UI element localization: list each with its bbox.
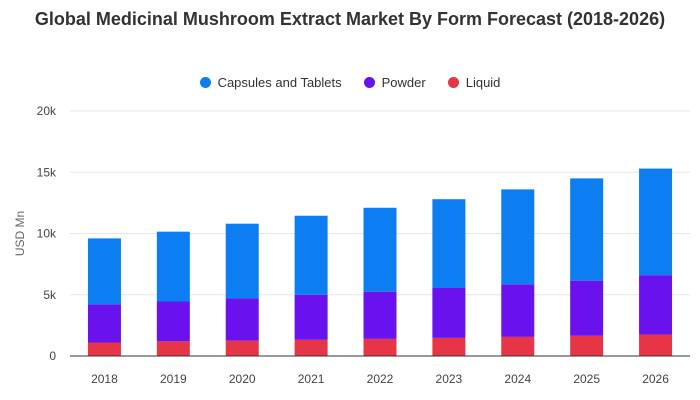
legend-swatch-capsules: [199, 77, 211, 88]
bar-segment: [156, 301, 190, 342]
legend-item-capsules[interactable]: Capsules and Tablets: [199, 75, 342, 90]
bar-segment: [639, 168, 673, 276]
bar-segment: [294, 294, 328, 340]
bar-segment: [156, 341, 190, 356]
y-tick-label: 10k: [37, 227, 57, 241]
legend-label-powder: Powder: [381, 75, 426, 90]
y-tick-label: 0: [49, 349, 56, 363]
legend-label-capsules: Capsules and Tablets: [217, 75, 342, 90]
bar-segment: [87, 304, 121, 343]
x-tick-label: 2023: [436, 372, 463, 386]
bar-segment: [501, 189, 535, 285]
bar-segment: [570, 335, 604, 356]
y-tick-label: 20k: [37, 104, 57, 118]
x-tick-label: 2019: [160, 372, 187, 386]
bar-segment: [363, 207, 397, 292]
x-tick-label: 2021: [298, 372, 325, 386]
bar-segment: [639, 334, 673, 356]
bar-segment: [294, 215, 328, 295]
y-tick-label: 5k: [43, 288, 57, 302]
x-tick-label: 2022: [367, 372, 394, 386]
bar-segment: [570, 280, 604, 336]
x-tick-label: 2026: [642, 372, 669, 386]
x-tick-label: 2024: [504, 372, 531, 386]
bar-segment: [225, 223, 259, 299]
legend-item-liquid[interactable]: Liquid: [447, 75, 501, 90]
bar-segment: [639, 275, 673, 335]
x-tick-label: 2018: [91, 372, 118, 386]
bar-segment: [225, 340, 259, 356]
bar-segment: [294, 339, 328, 356]
legend-swatch-liquid: [447, 77, 459, 88]
x-tick-label: 2025: [573, 372, 600, 386]
chart-title: Global Medicinal Mushroom Extract Market…: [34, 9, 666, 29]
bar-segment: [156, 231, 190, 302]
y-axis-label: USD Mn: [13, 211, 27, 256]
legend-label-liquid: Liquid: [465, 75, 501, 90]
bar-segment: [501, 336, 535, 356]
legend-swatch-powder: [363, 77, 375, 88]
x-tick-label: 2020: [229, 372, 256, 386]
bar-segment: [432, 337, 466, 356]
bar-segment: [87, 342, 121, 356]
bar-segment: [363, 291, 397, 339]
bar-segment: [501, 284, 535, 337]
bar-segment: [363, 338, 397, 356]
legend-item-powder[interactable]: Powder: [363, 75, 426, 90]
bar-segment: [570, 178, 604, 281]
bar-segment: [432, 199, 466, 289]
bar-segment: [432, 288, 466, 338]
chart-legend: Capsules and Tablets Powder Liquid: [0, 75, 700, 90]
bar-segment: [225, 298, 259, 341]
bar-segment: [87, 238, 121, 305]
y-tick-label: 15k: [37, 165, 57, 179]
